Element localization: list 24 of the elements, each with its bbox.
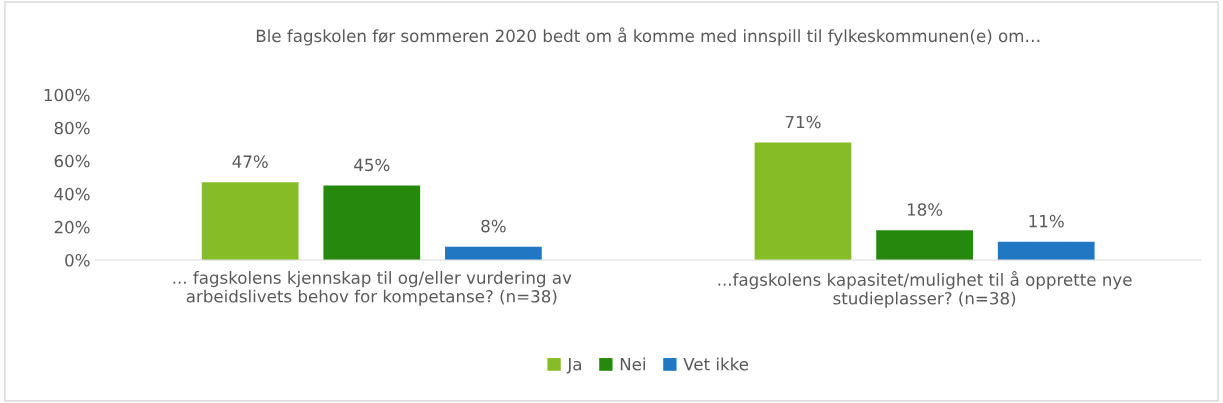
- y-tick-label: 0%: [65, 253, 90, 267]
- y-tick-label: 40%: [54, 187, 90, 201]
- data-label: 8%: [481, 219, 506, 233]
- x-tick-label: ...fagskolens kapasitet/mulighet til å opprette nye studieplasser? (n=38): [718, 271, 1132, 308]
- x-tick-label: ... fagskolens kjennskap til og/eller vurdering av arbeidslivets behov for kompetanse? (n=38): [173, 271, 572, 306]
- chart-title: Ble fagskolen før sommeren 2020 bedt om å komme med innspill til fylkeskommunen(e) om…: [256, 27, 1040, 46]
- bar: [445, 246, 542, 260]
- legend-label: Nei: [620, 357, 645, 371]
- bar: [754, 142, 852, 260]
- data-label: 45%: [354, 158, 390, 172]
- y-tick-label: 60%: [54, 154, 90, 168]
- data-label: 71%: [785, 115, 821, 129]
- y-tick-label: 100%: [44, 88, 90, 102]
- legend-label: Ja: [566, 358, 582, 374]
- bar: [323, 185, 421, 260]
- legend-label: Vet ikke: [683, 357, 749, 371]
- bar: [876, 230, 973, 260]
- y-tick-label: 80%: [54, 121, 90, 135]
- data-label: 11%: [1029, 214, 1064, 228]
- bar: [997, 241, 1095, 260]
- data-label: 47%: [232, 155, 268, 168]
- y-tick-label: 20%: [54, 220, 90, 234]
- data-label: 18%: [907, 203, 943, 216]
- bar: [201, 182, 299, 260]
